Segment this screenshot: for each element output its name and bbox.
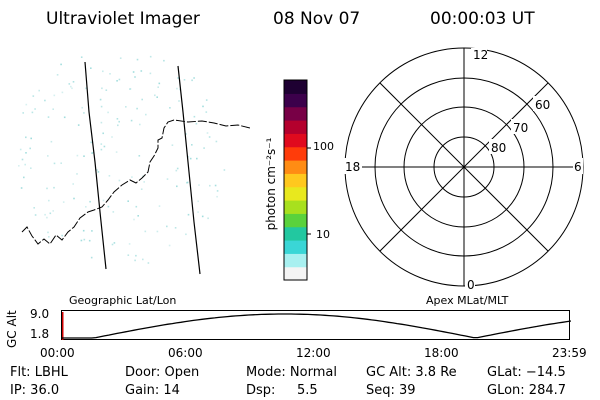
geographic-image-panel <box>18 55 251 275</box>
dsp-value: 5.5 <box>297 383 318 398</box>
glon-status: GLon: 284.7 <box>487 383 567 398</box>
meridian-line-left <box>84 61 107 270</box>
gc-altitude-curve <box>62 313 571 339</box>
seq-status: Seq: 39 <box>366 383 416 398</box>
glat-status: GLat: −14.5 <box>487 365 566 380</box>
x-tick-0600: 06:00 <box>168 346 203 360</box>
colorbar-band <box>284 106 307 121</box>
date-label: 08 Nov 07 <box>273 9 361 29</box>
ip-status: IP: 36.0 <box>10 383 60 398</box>
gc-alt-ymax: 9.0 <box>30 307 50 321</box>
colorbar-band <box>284 133 307 148</box>
mlt-label-18: 18 <box>345 160 360 174</box>
colorbar-tick-100: 100 <box>313 140 334 153</box>
colorbar-band <box>284 146 307 161</box>
x-tick-1200: 12:00 <box>296 346 331 360</box>
x-tick-0000: 00:00 <box>40 346 75 360</box>
colorbar-band <box>284 160 307 174</box>
colorbar-tick-10: 10 <box>316 228 330 241</box>
polar-grid: 12 6 0 18 60 70 80 <box>344 47 584 292</box>
colorbar-band <box>284 226 307 241</box>
mlt-label-6: 6 <box>574 160 582 174</box>
colorbar-gradient <box>284 80 307 281</box>
meridian-line-right <box>177 65 201 275</box>
apex-coords-label: Apex MLat/MLT <box>426 294 509 307</box>
colorbar: photon cm⁻²s⁻¹ <box>264 79 311 281</box>
mlt-label-0: 0 <box>467 278 475 292</box>
gain-status: Gain: 14 <box>125 383 180 398</box>
coastline <box>21 119 251 245</box>
colorbar-band <box>284 173 307 188</box>
lat-label-80: 80 <box>491 141 506 155</box>
colorbar-band <box>284 240 307 254</box>
dsp-label: Dsp: <box>246 383 276 398</box>
time-label: 00:00:03 UT <box>430 9 535 29</box>
colorbar-band <box>284 120 307 134</box>
colorbar-band <box>284 253 307 268</box>
x-tick-1800: 18:00 <box>424 346 459 360</box>
colorbar-band <box>284 213 307 228</box>
gc-alt-status: GC Alt: 3.8 Re <box>366 365 457 380</box>
colorbar-band <box>284 80 307 94</box>
door-status: Door: Open <box>125 365 200 380</box>
gc-alt-plot <box>61 310 571 340</box>
lat-label-60: 60 <box>535 98 550 112</box>
aurora-emission-dots <box>18 55 226 264</box>
gc-alt-axis-label: GC Alt <box>5 310 19 348</box>
colorbar-unit-label: photon cm⁻²s⁻¹ <box>264 137 278 230</box>
colorbar-band <box>284 200 307 214</box>
geographic-coords-label: Geographic Lat/Lon <box>69 294 177 307</box>
gc-alt-ymin: 1.8 <box>30 327 50 341</box>
app-title: Ultraviolet Imager <box>46 9 200 29</box>
filter-status: Flt: LBHL <box>10 365 68 380</box>
lat-label-70: 70 <box>513 121 528 135</box>
x-tick-2359: 23:59 <box>552 346 587 360</box>
mode-status: Mode: Normal <box>246 365 337 380</box>
mlt-label-12: 12 <box>473 48 488 62</box>
colorbar-band <box>284 266 307 281</box>
colorbar-band <box>284 93 307 108</box>
colorbar-band <box>284 186 307 201</box>
polar-diagonal-2 <box>379 82 549 252</box>
